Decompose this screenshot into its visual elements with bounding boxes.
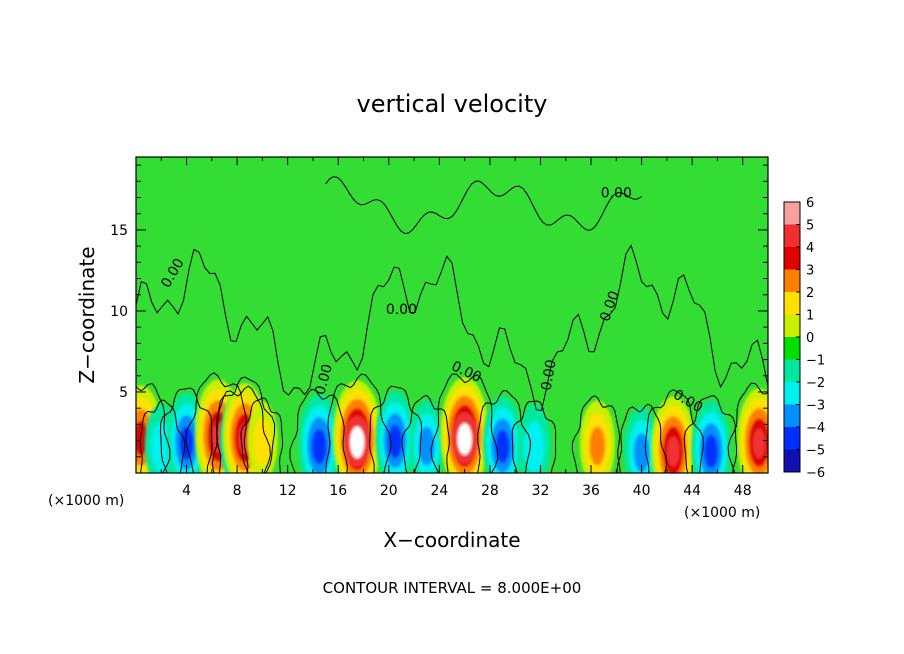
colorbar-label: 4 — [806, 241, 814, 256]
y-tick-label: 10 — [110, 304, 128, 320]
contour-label: 0.00 — [386, 302, 417, 318]
feature-level — [311, 428, 327, 464]
x-tick-label: 20 — [380, 483, 398, 499]
colorbar-label: −2 — [806, 376, 825, 391]
contour-line — [136, 244, 768, 412]
contour-line — [644, 389, 704, 473]
field-feature — [482, 395, 523, 473]
y-tick-label: 5 — [119, 385, 128, 401]
zero-contours — [136, 176, 768, 473]
x-unit-right: (×1000 m) — [684, 505, 760, 521]
contour-line — [240, 397, 284, 473]
contour-line — [211, 385, 271, 473]
field-feature — [409, 400, 445, 473]
x-tick-label: 12 — [279, 483, 297, 499]
colorbar-label: −5 — [806, 444, 825, 459]
colorbar-label: −6 — [806, 466, 825, 481]
contour-line — [727, 382, 768, 473]
feature-level — [388, 424, 403, 459]
contour-line — [477, 389, 532, 473]
y-axis: 5 10 15 — [110, 164, 768, 458]
colorbar-label: 1 — [806, 309, 814, 324]
field-feature — [517, 404, 551, 473]
colorbar-label: −3 — [806, 399, 825, 414]
contour-label: 0.00 — [312, 362, 336, 396]
contour-line — [185, 372, 249, 473]
chart-title: vertical velocity — [357, 90, 548, 118]
colorbar-swatch — [784, 359, 800, 383]
colorbar-swatch — [784, 337, 800, 360]
x-tick-label: 44 — [683, 483, 701, 499]
colorbar-swatch — [784, 269, 800, 293]
field-feature — [691, 400, 731, 473]
colorbar-label: −1 — [806, 354, 825, 369]
field-feature — [333, 380, 382, 473]
contour-line — [325, 176, 642, 235]
colorbar: 6 5 4 3 2 1 0 −1 −2 −3 −4 −5 −6 — [783, 196, 825, 481]
colorbar-label: 6 — [806, 196, 814, 211]
x-tick-label: 16 — [329, 483, 347, 499]
feature-core — [349, 426, 365, 459]
y-tick-label: 15 — [110, 223, 128, 239]
feature-level — [752, 428, 766, 459]
x-tick-label: 8 — [233, 483, 242, 499]
colorbar-label: 5 — [806, 219, 814, 234]
colorbar-swatch — [784, 202, 800, 225]
contour-line — [136, 382, 171, 473]
x-tick-label: 36 — [582, 483, 600, 499]
colorbar-swatch — [784, 404, 800, 428]
x-axis-label: X−coordinate — [383, 528, 520, 552]
feature-level — [418, 426, 435, 466]
colorbar-swatch — [784, 247, 800, 270]
field-feature — [375, 390, 415, 473]
contour-line — [325, 373, 392, 473]
feature-level — [252, 418, 272, 467]
colorbar-label: 3 — [806, 264, 814, 279]
x-axis: 4 8 12 16 20 24 28 32 36 40 44 48 — [160, 157, 752, 499]
contour-line — [683, 395, 737, 473]
colorbar-label: 2 — [806, 286, 814, 301]
field-feature — [579, 400, 615, 473]
feature-level — [523, 421, 545, 473]
x-tick-label: 28 — [481, 483, 499, 499]
feature-level — [704, 434, 719, 469]
contour-line — [511, 400, 557, 473]
feature-level — [589, 426, 606, 466]
x-unit-left: (×1000 m) — [48, 493, 124, 509]
feature-level — [666, 436, 680, 467]
contour-line — [401, 394, 450, 473]
y-axis-label: Z−coordinate — [75, 246, 99, 383]
x-tick-label: 48 — [734, 483, 752, 499]
contour-label: 0.00 — [601, 186, 632, 202]
colorbar-swatch — [784, 224, 800, 248]
contour-line — [616, 403, 668, 473]
colorbar-label: −4 — [806, 421, 825, 436]
colorbar-swatch — [784, 292, 800, 315]
plot-frame — [135, 156, 769, 474]
contour-label: 0.00 — [539, 358, 560, 391]
x-tick-label: 40 — [633, 483, 651, 499]
field-feature — [440, 377, 489, 473]
plot-area: 0.000.000.000.00 0.000.000.000.00 — [135, 156, 769, 474]
contour-line — [571, 395, 621, 473]
colorbar-swatch — [784, 449, 800, 473]
colorbar-swatch — [784, 314, 800, 338]
contour-line — [430, 373, 499, 473]
x-tick-label: 4 — [182, 483, 191, 499]
contour-line — [216, 376, 276, 473]
contour-line — [159, 387, 213, 473]
x-tick-label: 24 — [430, 483, 448, 499]
colorbar-swatch — [784, 427, 800, 450]
colorbar-swatch — [784, 382, 800, 405]
feature-level — [495, 429, 510, 464]
feature-core — [457, 423, 472, 456]
contour-interval-note: CONTOUR INTERVAL = 8.000E+00 — [323, 579, 582, 597]
contour-line — [369, 385, 423, 473]
field-feature — [737, 388, 768, 473]
colorbar-label: 0 — [806, 331, 814, 346]
field-feature — [624, 406, 660, 473]
x-tick-label: 32 — [532, 483, 550, 499]
